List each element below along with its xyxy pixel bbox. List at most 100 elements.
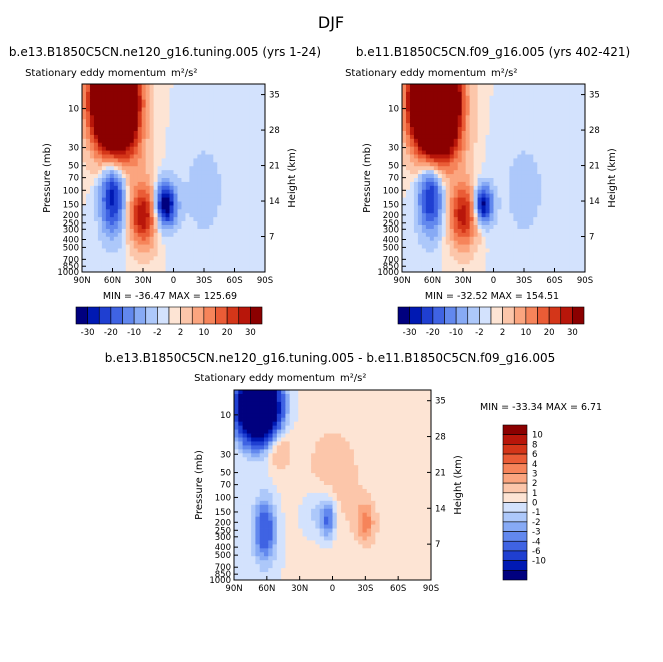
- contour-cell: [117, 209, 123, 214]
- contour-cell: [521, 127, 526, 132]
- contour-cell: [469, 146, 475, 151]
- contour-cell: [241, 146, 246, 151]
- contour-cell: [469, 107, 475, 112]
- contour-cell: [319, 409, 325, 415]
- contour-cell: [125, 131, 131, 136]
- contour-cell: [109, 134, 115, 140]
- contour-cell: [521, 197, 526, 202]
- contour-cell: [561, 260, 566, 265]
- contour-cell: [413, 193, 419, 198]
- contour-cell: [85, 268, 91, 273]
- contour-cell: [581, 193, 586, 198]
- contour-cell: [509, 244, 514, 249]
- contour-cell: [449, 107, 455, 112]
- contour-cell: [557, 264, 562, 269]
- contour-cell: [169, 217, 174, 222]
- contour-cell: [477, 99, 482, 104]
- contour-cell: [217, 123, 222, 128]
- contour-cell: [477, 131, 482, 136]
- contour-cell: [549, 260, 554, 265]
- contour-cell: [306, 421, 312, 427]
- contour-cell: [185, 240, 190, 245]
- contour-cell: [521, 244, 526, 249]
- contour-cell: [257, 91, 262, 97]
- contour-cell: [422, 413, 428, 419]
- contour-cell: [513, 127, 518, 132]
- contour-cell: [263, 393, 269, 399]
- contour-cell: [581, 162, 586, 167]
- contour-cell: [413, 185, 419, 191]
- contour-cell: [253, 252, 258, 257]
- contour-cell: [249, 154, 254, 159]
- contour-cell: [189, 162, 194, 167]
- contour-cell: [513, 84, 518, 89]
- contour-cell: [129, 162, 135, 167]
- contour-cell: [581, 174, 586, 179]
- contour-cell: [161, 134, 166, 140]
- contour-cell: [493, 232, 498, 238]
- contour-cell: [82, 240, 87, 245]
- contour-cell: [193, 99, 198, 104]
- contour-cell: [441, 87, 447, 93]
- contour-cell: [169, 189, 174, 195]
- contour-cell: [449, 123, 455, 128]
- contour-cell: [217, 174, 222, 179]
- contour-cell: [465, 158, 471, 163]
- contour-cell: [429, 225, 435, 230]
- contour-cell: [537, 87, 542, 93]
- contour-cell: [418, 401, 423, 407]
- colorbar-label: 2: [500, 328, 505, 338]
- contour-cell: [341, 393, 346, 399]
- contour-cell: [113, 119, 119, 124]
- contour-cell: [557, 127, 562, 132]
- contour-cell: [501, 99, 506, 104]
- contour-cell: [489, 91, 494, 97]
- contour-cell: [421, 193, 427, 198]
- contour-cell: [133, 185, 139, 191]
- contour-cell: [181, 232, 186, 238]
- contour-cell: [433, 209, 439, 214]
- contour-cell: [97, 174, 103, 179]
- contour-cell: [221, 166, 226, 171]
- contour-cell: [445, 268, 451, 273]
- contour-cell: [145, 217, 151, 222]
- contour-cell: [217, 103, 222, 108]
- contour-cell: [229, 225, 234, 230]
- contour-cell: [117, 174, 123, 179]
- contour-cell: [261, 134, 266, 140]
- contour-cell: [89, 225, 95, 230]
- contour-cell: [82, 134, 87, 140]
- contour-cell: [493, 236, 498, 242]
- contour-cell: [573, 228, 578, 234]
- contour-cell: [341, 413, 346, 419]
- contour-cell: [105, 232, 111, 238]
- contour-cell: [383, 405, 389, 411]
- contour-cell: [113, 134, 119, 140]
- contour-cell: [97, 87, 103, 93]
- contour-cell: [453, 174, 459, 179]
- contour-cell: [253, 162, 258, 167]
- contour-cell: [525, 111, 530, 116]
- contour-cell: [121, 268, 127, 273]
- contour-cell: [461, 95, 467, 101]
- contour-cell: [213, 174, 218, 179]
- contour-cell: [565, 225, 570, 230]
- contour-cell: [293, 405, 299, 411]
- contour-cell: [201, 123, 206, 128]
- contour-cell: [217, 236, 222, 242]
- contour-cell: [565, 236, 570, 242]
- contour-cell: [257, 103, 262, 108]
- contour-cell: [577, 232, 582, 238]
- contour-cell: [209, 228, 214, 234]
- contour-cell: [245, 166, 250, 171]
- contour-cell: [465, 131, 471, 136]
- contour-cell: [429, 162, 435, 167]
- contour-cell: [553, 138, 558, 144]
- contour-cell: [469, 123, 475, 128]
- contour-cell: [89, 240, 95, 245]
- contour-cell: [573, 111, 578, 116]
- y-tick-label: 1000: [377, 268, 399, 278]
- contour-cell: [259, 393, 265, 399]
- contour-cell: [113, 166, 119, 171]
- contour-cell: [209, 119, 214, 124]
